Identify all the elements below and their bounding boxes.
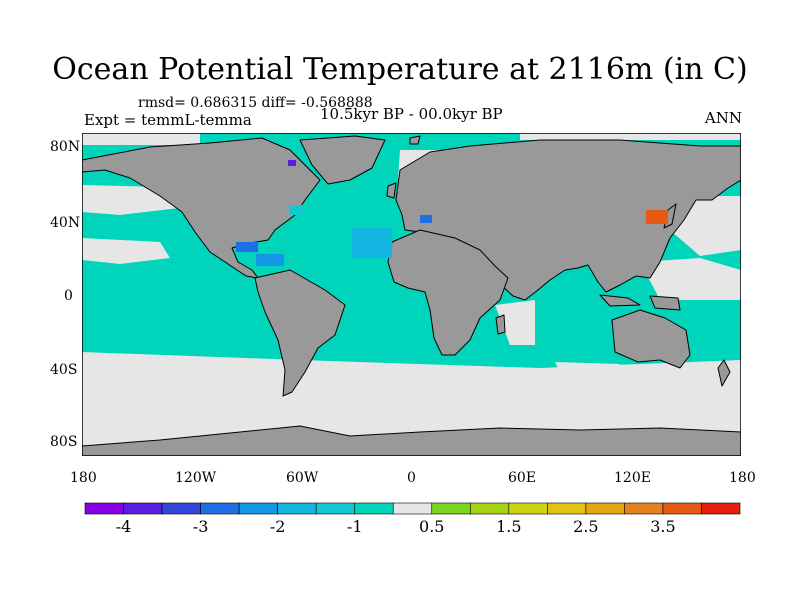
south-indian-neutral [555,362,620,372]
lon-tick-0: 0 [407,470,416,486]
colorbar-box [161,502,201,515]
australia [611,309,691,369]
colorbar-box [238,502,278,515]
indonesia-2 [649,295,681,311]
colorbar-label: 0.5 [419,517,445,536]
colorbar-label: -2 [269,517,286,536]
colorbar-box [200,502,240,515]
arctic-neutral-2 [82,133,200,145]
colorbar-box [585,502,625,515]
colorbar-label: 1.5 [496,517,522,536]
colorbar-box [431,502,471,515]
colorbar-box [277,502,317,515]
experiment-label: Expt = temmL-temma [84,111,252,129]
africa [387,229,509,356]
colorbar-box [469,502,510,515]
anomaly-hudson-bay [288,160,296,166]
lat-tick-80s: 80S [50,434,78,450]
season-label: ANN [704,109,742,127]
colorbar-label: -3 [192,517,209,536]
lon-tick-120w: 120W [175,470,217,486]
stats-label: rmsd= 0.686315 diff= -0.568888 [138,95,373,111]
colorbar-box [315,502,356,515]
anomaly-caribbean [256,254,284,266]
madagascar [495,314,506,335]
south-america [254,269,346,397]
anomaly-sea-of-japan [646,210,668,224]
lat-tick-40s: 40S [50,362,78,378]
south-pacific-neutral [82,352,741,392]
north-america [82,137,321,279]
colorbar-label: 3.5 [650,517,676,536]
land-masses [82,135,741,456]
arctic-neutral-3 [520,133,741,140]
colorbar-box [662,502,702,515]
anomaly-mid-atlantic [352,228,392,258]
north-pacific-neutral-2 [82,238,170,264]
colorbar-box [123,502,163,515]
map-title: Ocean Potential Temperature at 2116m (in… [52,52,748,87]
lon-tick-60w: 60W [286,470,319,486]
lon-tick-180e: 180 [729,470,756,486]
colorbar-box [547,502,587,515]
uk [386,182,397,199]
colorbar-box [624,502,664,515]
colorbar-box [701,502,741,515]
new-zealand [717,359,731,387]
lat-tick-0: 0 [64,288,73,304]
lon-tick-60e: 60E [508,470,537,486]
svalbard [409,135,421,145]
west-pacific-neutral [640,258,741,300]
lat-tick-80n: 80N [50,139,81,155]
lon-tick-180w: 180 [70,470,97,486]
indian-ocean-neutral [495,300,535,345]
anomaly-gulf-of-mexico [236,242,258,252]
colorbar-box [508,502,548,515]
anomaly-north-atlantic [290,205,304,215]
lat-tick-40n: 40N [50,215,81,231]
antarctica [82,425,741,456]
colorbar-label: -4 [115,517,132,536]
anomaly-mediterranean [420,215,432,223]
lon-tick-120e: 120E [614,470,651,486]
colorbar-box [392,502,433,515]
colorbar-label: 2.5 [573,517,599,536]
colorbar-box [84,502,124,515]
greenland [299,135,386,185]
colorbar-label: -1 [346,517,363,536]
anomaly-patches [236,160,668,266]
indonesia-1 [599,294,641,307]
period-label: 10.5kyr BP - 00.0kyr BP [320,105,503,123]
colorbar-box [354,502,394,515]
